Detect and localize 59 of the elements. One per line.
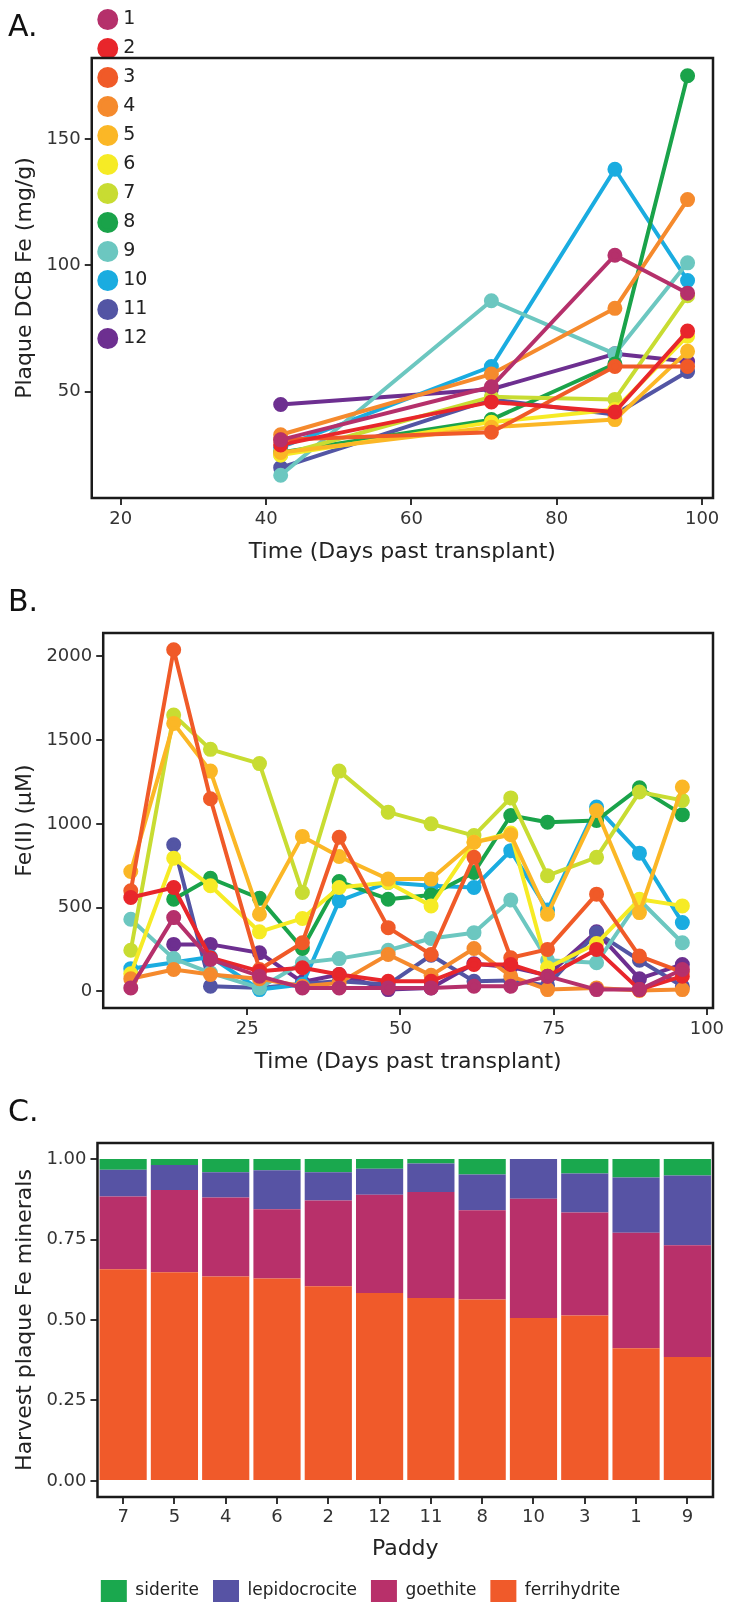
legend-label: 3 [123, 64, 136, 87]
x-tick-label: 10 [522, 1505, 545, 1527]
x-tick-label: 100 [689, 1017, 725, 1039]
y-tick-label: 1500 [46, 727, 93, 749]
chart-title: A. [8, 7, 38, 43]
x-tick-label: 12 [368, 1505, 392, 1527]
x-tick-label: 2 [322, 1505, 335, 1527]
legend-label: ferrihydrite [524, 1579, 621, 1600]
x-tick-label: 60 [400, 507, 423, 529]
y-tick-label: 150 [46, 126, 81, 148]
y-tick-label: 1000 [46, 811, 93, 833]
y-tick-label: 0.00 [46, 1468, 87, 1490]
x-axis-title: Paddy [371, 1534, 439, 1560]
x-axis-title: Time (Days past transplant) [253, 1047, 562, 1073]
chart-title: B. [8, 582, 39, 618]
legend-label: lepidocrocite [247, 1579, 357, 1600]
y-tick-label: 100 [46, 253, 81, 275]
x-tick-label: 25 [235, 1017, 259, 1039]
x-axis-title: Time (Days past transplant) [247, 537, 556, 563]
x-tick-label: 20 [109, 507, 133, 529]
x-tick-label: 75 [542, 1017, 566, 1039]
y-tick-label: 0 [80, 978, 93, 1000]
legend-label: 7 [123, 180, 136, 203]
y-tick-label: 2000 [46, 644, 93, 666]
x-tick-label: 4 [219, 1505, 232, 1527]
y-tick-label: 0.75 [46, 1227, 87, 1249]
x-tick-label: 40 [254, 507, 278, 529]
legend-label: siderite [135, 1579, 199, 1600]
x-tick-label: 3 [579, 1505, 591, 1527]
y-tick-label: 1.00 [46, 1146, 87, 1168]
y-tick-label: 50 [57, 379, 81, 401]
y-axis-title: Plaque DCB Fe (mg/g) [10, 157, 36, 399]
x-tick-label: 80 [545, 507, 569, 529]
y-axis-title: Harvest plaque Fe minerals [10, 1169, 36, 1471]
chart-title: C. [8, 1092, 39, 1128]
legend-label: 5 [123, 122, 136, 145]
x-tick-label: 7 [117, 1505, 129, 1527]
legend-label: 6 [123, 151, 136, 174]
legend-label: 8 [123, 209, 136, 232]
legend-label: goethite [405, 1579, 477, 1600]
x-tick-label: 11 [419, 1505, 443, 1527]
y-axis-title: Fe(II) (µM) [10, 764, 36, 877]
legend-label: 1 [123, 6, 136, 29]
y-tick-label: 0.50 [46, 1307, 87, 1329]
legend-label: 2 [123, 35, 136, 58]
x-tick-label: 5 [168, 1505, 181, 1527]
x-tick-label: 8 [476, 1505, 488, 1527]
x-tick-label: 50 [388, 1017, 412, 1039]
x-tick-label: 1 [630, 1505, 642, 1527]
y-tick-label: 500 [57, 895, 93, 917]
legend-label: 10 [123, 267, 148, 290]
x-tick-label: 100 [684, 507, 720, 529]
legend-label: 9 [123, 238, 136, 261]
x-tick-label: 9 [681, 1505, 694, 1527]
legend-label: 12 [123, 325, 148, 348]
legend-label: 4 [123, 93, 136, 116]
legend-label: 11 [123, 296, 148, 319]
y-tick-label: 0.25 [46, 1388, 87, 1410]
x-tick-label: 6 [271, 1505, 283, 1527]
